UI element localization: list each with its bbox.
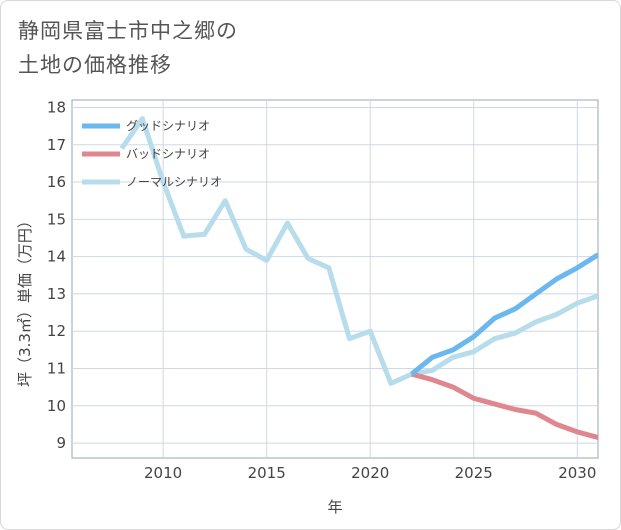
y-tick-label: 14: [47, 248, 66, 266]
x-tick-label: 2015: [248, 464, 286, 482]
title-line-1: 静岡県富士市中之郷の: [18, 19, 238, 43]
y-tick-label: 15: [47, 210, 66, 228]
y-tick-label: 12: [47, 322, 66, 340]
x-tick-label: 2010: [144, 464, 182, 482]
x-axis-label: 年: [327, 498, 342, 516]
x-axis: 2010 2015 2020 2025 2030: [144, 464, 596, 482]
series-line-2: [119, 116, 598, 386]
chart-title: 静岡県富士市中之郷の 土地の価格推移: [18, 14, 238, 82]
y-tick-label: 11: [47, 360, 66, 378]
y-axis-label: 坪（3.3㎡）単価（万円）: [16, 213, 34, 387]
y-tick-label: 18: [47, 98, 66, 116]
x-tick-label: 2020: [351, 464, 389, 482]
legend-label-1: バッドシナリオ: [126, 147, 210, 161]
series-line-1: [410, 371, 598, 440]
series-line-0: [410, 252, 598, 377]
y-tick-label: 13: [47, 285, 66, 303]
series-group: [119, 116, 598, 440]
y-tick-label: 10: [47, 397, 66, 415]
y-axis: 9 10 11 12 13 14 15 16 17 18: [47, 98, 66, 452]
x-tick-label: 2025: [455, 464, 493, 482]
y-tick-label: 17: [47, 136, 66, 154]
y-tick-label: 9: [56, 434, 66, 452]
title-line-2: 土地の価格推移: [18, 53, 172, 77]
legend-label-2: ノーマルシナリオ: [126, 175, 222, 189]
plot-area: [71, 99, 599, 459]
x-tick-label: 2030: [558, 464, 596, 482]
y-tick-label: 16: [47, 173, 66, 191]
legend-label-0: グッドシナリオ: [126, 119, 210, 133]
